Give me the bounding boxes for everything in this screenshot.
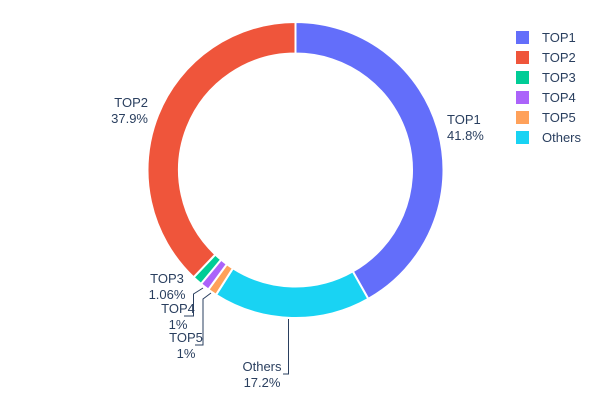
slice-label-top3-pct: 1.06%	[148, 287, 186, 302]
slice-label-top5-name: TOP5	[169, 330, 203, 345]
slice-label-top4-pct: 1%	[168, 317, 188, 332]
slice-label-top5-pct: 1%	[176, 346, 196, 361]
legend-swatch-top3	[516, 70, 529, 84]
legend-swatch-others	[516, 130, 529, 144]
legend-item-top4[interactable]: TOP4	[516, 87, 581, 107]
slice-label-top3: TOP3 1.06%	[107, 271, 227, 303]
legend-label-others: Others	[542, 129, 582, 145]
slice-label-others-pct: 17.2%	[243, 375, 281, 390]
slice-label-top2-name: TOP2	[114, 95, 148, 110]
slice-label-top1-name: TOP1	[447, 112, 481, 127]
legend-item-top1[interactable]: TOP1	[516, 27, 581, 47]
legend-swatch-top4	[516, 90, 529, 104]
slice-label-top2-pct: 37.9%	[111, 111, 148, 126]
pie-slice-top1[interactable]	[294, 20, 445, 301]
leader-line-others	[283, 319, 289, 375]
slice-label-top1: TOP1 41.8%	[447, 112, 484, 144]
legend: TOP1 TOP2 TOP3 TOP4 TOP5 Others	[516, 27, 581, 147]
legend-label-top4: TOP4	[542, 89, 576, 105]
slice-label-top1-pct: 41.8%	[447, 128, 484, 143]
leader-lines	[184, 287, 289, 375]
legend-item-others[interactable]: Others	[516, 127, 581, 147]
leader-line-top5	[195, 292, 212, 346]
pie-slice-top2[interactable]	[146, 20, 297, 279]
legend-swatch-top5	[516, 110, 529, 124]
pie-slice-others[interactable]	[214, 266, 370, 319]
slice-label-others: Others 17.2%	[202, 359, 322, 391]
slice-label-top4: TOP4 1%	[118, 301, 238, 333]
slice-label-top4-name: TOP4	[161, 301, 195, 316]
slice-label-top3-name: TOP3	[150, 271, 184, 286]
legend-item-top3[interactable]: TOP3	[516, 67, 581, 87]
legend-swatch-top1	[516, 30, 529, 44]
legend-label-top3: TOP3	[542, 69, 576, 85]
slice-label-top2: TOP2 37.9%	[111, 95, 148, 127]
legend-label-top2: TOP2	[542, 49, 576, 65]
legend-label-top1: TOP1	[542, 29, 576, 45]
legend-item-top5[interactable]: TOP5	[516, 107, 581, 127]
slice-label-top5: TOP5 1%	[126, 330, 246, 362]
legend-item-top2[interactable]: TOP2	[516, 47, 581, 67]
donut-slices	[146, 20, 445, 319]
legend-swatch-top2	[516, 50, 529, 64]
slice-label-others-name: Others	[242, 359, 282, 374]
legend-label-top5: TOP5	[542, 109, 576, 125]
leader-line-top4	[184, 287, 204, 317]
